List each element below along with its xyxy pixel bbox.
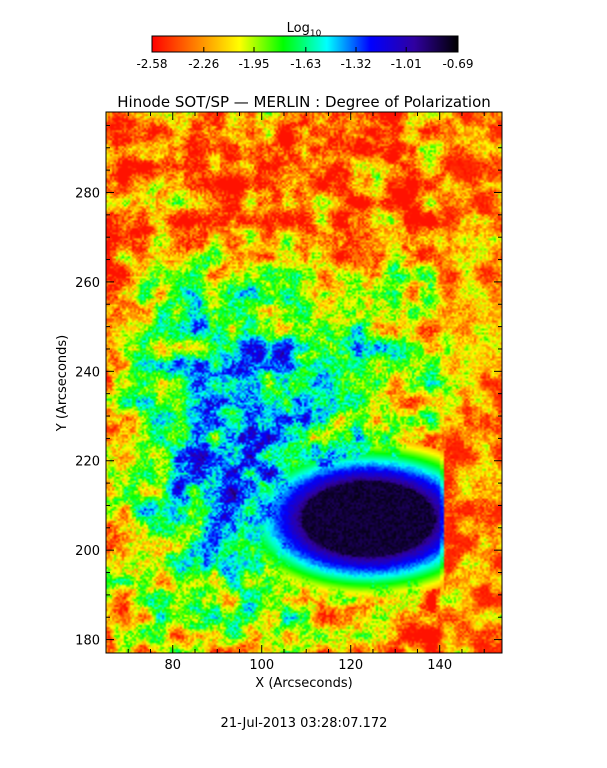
y-tick-label: 260 [75, 276, 100, 291]
colorbar: Log10 -2.58 -2.26 -1.95 -1.63 -1.32 -1.01 -0.6… [136, 21, 473, 71]
colorbar-gradient [151, 35, 459, 53]
y-axis-label: Y (Arcseconds) [55, 335, 70, 432]
x-axis-label: X (Arcseconds) [255, 676, 352, 691]
y-tick-label: 240 [75, 365, 100, 380]
heatmap-image [106, 112, 502, 653]
heatmap-area [105, 111, 503, 654]
colorbar-tick-label: -0.69 [442, 57, 473, 71]
colorbar-tick-label: -1.01 [391, 57, 422, 71]
y-tick-label: 180 [75, 634, 100, 649]
y-tick-label: 220 [75, 455, 100, 470]
colorbar-tick-label: -1.63 [290, 57, 321, 71]
chart-title: Hinode SOT/SP — MERLIN : Degree of Polar… [117, 93, 491, 111]
colorbar-ticks: -2.58 -2.26 -1.95 -1.63 -1.32 -1.01 -0.69 [136, 47, 474, 71]
colorbar-label: Log10 [287, 21, 322, 39]
x-tick-label: 80 [164, 658, 181, 673]
x-tick-label: 100 [249, 658, 274, 673]
y-tick-label: 280 [75, 186, 100, 201]
x-tick-label: 140 [427, 658, 452, 673]
colorbar-tick-label: -1.32 [340, 57, 371, 71]
colorbar-tick-label: -2.26 [188, 57, 219, 71]
colorbar-tick-label: -1.95 [238, 57, 269, 71]
colorbar-tick-label: -2.58 [136, 57, 167, 71]
axes: 80 100 120 140 180 200 220 240 260 280 [75, 112, 502, 673]
timestamp: 21-Jul-2013 03:28:07.172 [221, 716, 388, 731]
x-tick-label: 120 [338, 658, 363, 673]
plot-frame [105, 111, 503, 654]
y-tick-label: 200 [75, 544, 100, 559]
